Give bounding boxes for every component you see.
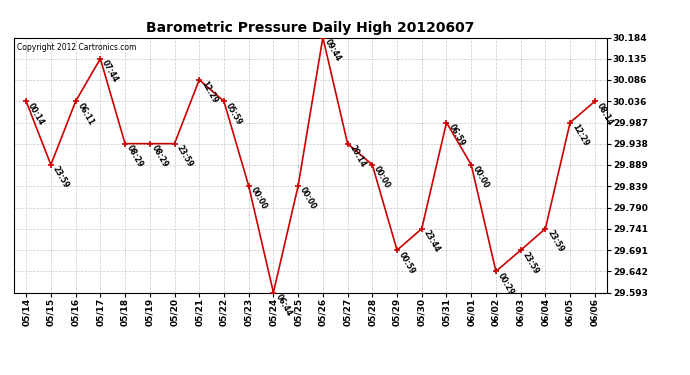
Text: 05:59: 05:59	[224, 101, 244, 126]
Text: 06:44: 06:44	[273, 292, 293, 318]
Text: 08:29: 08:29	[150, 144, 170, 169]
Text: 23:59: 23:59	[51, 165, 70, 190]
Text: 00:00: 00:00	[248, 186, 268, 211]
Text: 23:44: 23:44	[422, 229, 442, 254]
Text: 00:00: 00:00	[373, 165, 392, 190]
Text: 23:59: 23:59	[521, 250, 540, 276]
Text: 00:14: 00:14	[26, 101, 46, 127]
Text: 09:44: 09:44	[323, 38, 343, 63]
Text: 20:14: 20:14	[348, 144, 368, 169]
Text: 06:11: 06:11	[76, 101, 95, 127]
Text: 00:00: 00:00	[471, 165, 491, 190]
Text: 07:44: 07:44	[100, 58, 120, 84]
Text: 23:59: 23:59	[545, 229, 565, 254]
Text: 00:59: 00:59	[397, 250, 417, 276]
Text: Copyright 2012 Cartronics.com: Copyright 2012 Cartronics.com	[17, 43, 136, 52]
Text: 06:59: 06:59	[446, 123, 466, 148]
Text: 00:29: 00:29	[496, 272, 516, 297]
Text: 08:14: 08:14	[595, 101, 615, 127]
Title: Barometric Pressure Daily High 20120607: Barometric Pressure Daily High 20120607	[146, 21, 475, 35]
Text: 12:29: 12:29	[199, 80, 219, 105]
Text: 00:00: 00:00	[298, 186, 318, 211]
Text: 08:29: 08:29	[125, 144, 145, 169]
Text: 23:59: 23:59	[175, 144, 195, 169]
Text: 12:29: 12:29	[570, 123, 590, 148]
